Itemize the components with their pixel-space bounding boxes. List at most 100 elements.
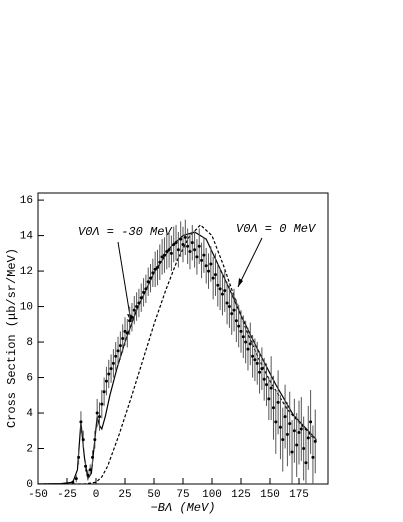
y-tick-label: 0 [26,479,33,491]
annotation: V0Λ = -30 MeV [78,225,173,239]
data-point [255,361,259,365]
data-point [146,280,150,284]
data-point [253,358,257,362]
data-point [139,296,143,300]
x-tick-label: 100 [202,489,222,501]
data-point [195,255,199,259]
data-point [109,367,113,371]
data-point [71,480,75,484]
data-point [258,370,262,374]
data-point [123,329,127,333]
data-point [204,264,208,268]
data-point [84,464,88,468]
data-point [125,331,129,335]
data-point [220,292,224,296]
data-point [160,255,164,259]
data-point [292,429,296,433]
data-point [158,260,162,264]
data-point [207,269,211,273]
data-point [309,420,313,424]
data-point [202,253,206,257]
x-tick-label: 25 [118,489,131,501]
annotation-arrow [237,237,263,288]
x-tick-label: 150 [260,489,280,501]
arrowhead [238,278,243,287]
x-tick-label: 0 [93,489,100,501]
data-point [281,438,285,442]
data-point [155,266,159,270]
x-tick-label: 75 [176,489,189,501]
data-point [114,354,118,358]
x-axis-label: −BΛ (MeV) [151,501,216,515]
data-point [137,301,141,305]
data-point [197,244,201,248]
data-point [183,235,187,239]
data-point [144,287,148,291]
data-point [302,447,306,451]
data-point [130,315,134,319]
data-point [297,431,301,435]
annotation-arrow [117,241,132,323]
data-point [278,425,282,429]
data-point [276,400,280,404]
data-point [251,354,255,358]
y-tick-label: 16 [20,195,33,207]
data-point [188,250,192,254]
data-point [313,439,317,443]
data-point [116,349,120,353]
data-point [81,438,85,442]
data-point [193,248,197,252]
data-point [223,289,227,293]
x-tick-label: 125 [231,489,251,501]
data-point [246,347,250,351]
data-point [93,438,97,442]
data-point [86,473,90,477]
data-point [111,361,115,365]
data-point [142,290,146,294]
x-tick-label: 175 [289,489,309,501]
data-point [167,248,171,252]
data-point [88,468,92,472]
data-point [128,319,132,323]
data-point [288,422,292,426]
data-point [274,420,278,424]
data-point [241,335,245,339]
data-point [135,305,139,309]
data-point [209,262,213,266]
data-point [265,383,269,387]
data-point [239,329,243,333]
data-point [218,287,222,291]
y-tick-label: 8 [26,337,33,349]
data-point [107,372,111,376]
data-point [267,397,271,401]
data-point [285,432,289,436]
data-point [262,377,266,381]
data-point [102,390,106,394]
y-tick-label: 10 [20,301,33,313]
y-tick-label: 6 [26,372,33,384]
data-point [306,436,310,440]
data-point [295,443,299,447]
x-tick-label: 50 [147,489,160,501]
data-point [213,273,217,277]
data-point [95,411,99,415]
data-point [74,477,78,481]
data-point [181,242,185,246]
data-point [176,248,180,252]
data-point [299,427,303,431]
y-axis-label: Cross Section (μb/sr/MeV) [5,248,19,428]
data-point [283,415,287,419]
y-tick-label: 14 [20,230,34,242]
data-point [121,337,125,340]
data-point [91,455,95,459]
data-point [248,342,252,346]
data-point [216,283,220,287]
data-point [200,258,204,262]
data-point [186,244,190,248]
data-point [153,267,157,271]
data-point [104,379,108,383]
data-point [232,308,236,312]
data-point [172,242,176,246]
data-point [77,455,81,459]
